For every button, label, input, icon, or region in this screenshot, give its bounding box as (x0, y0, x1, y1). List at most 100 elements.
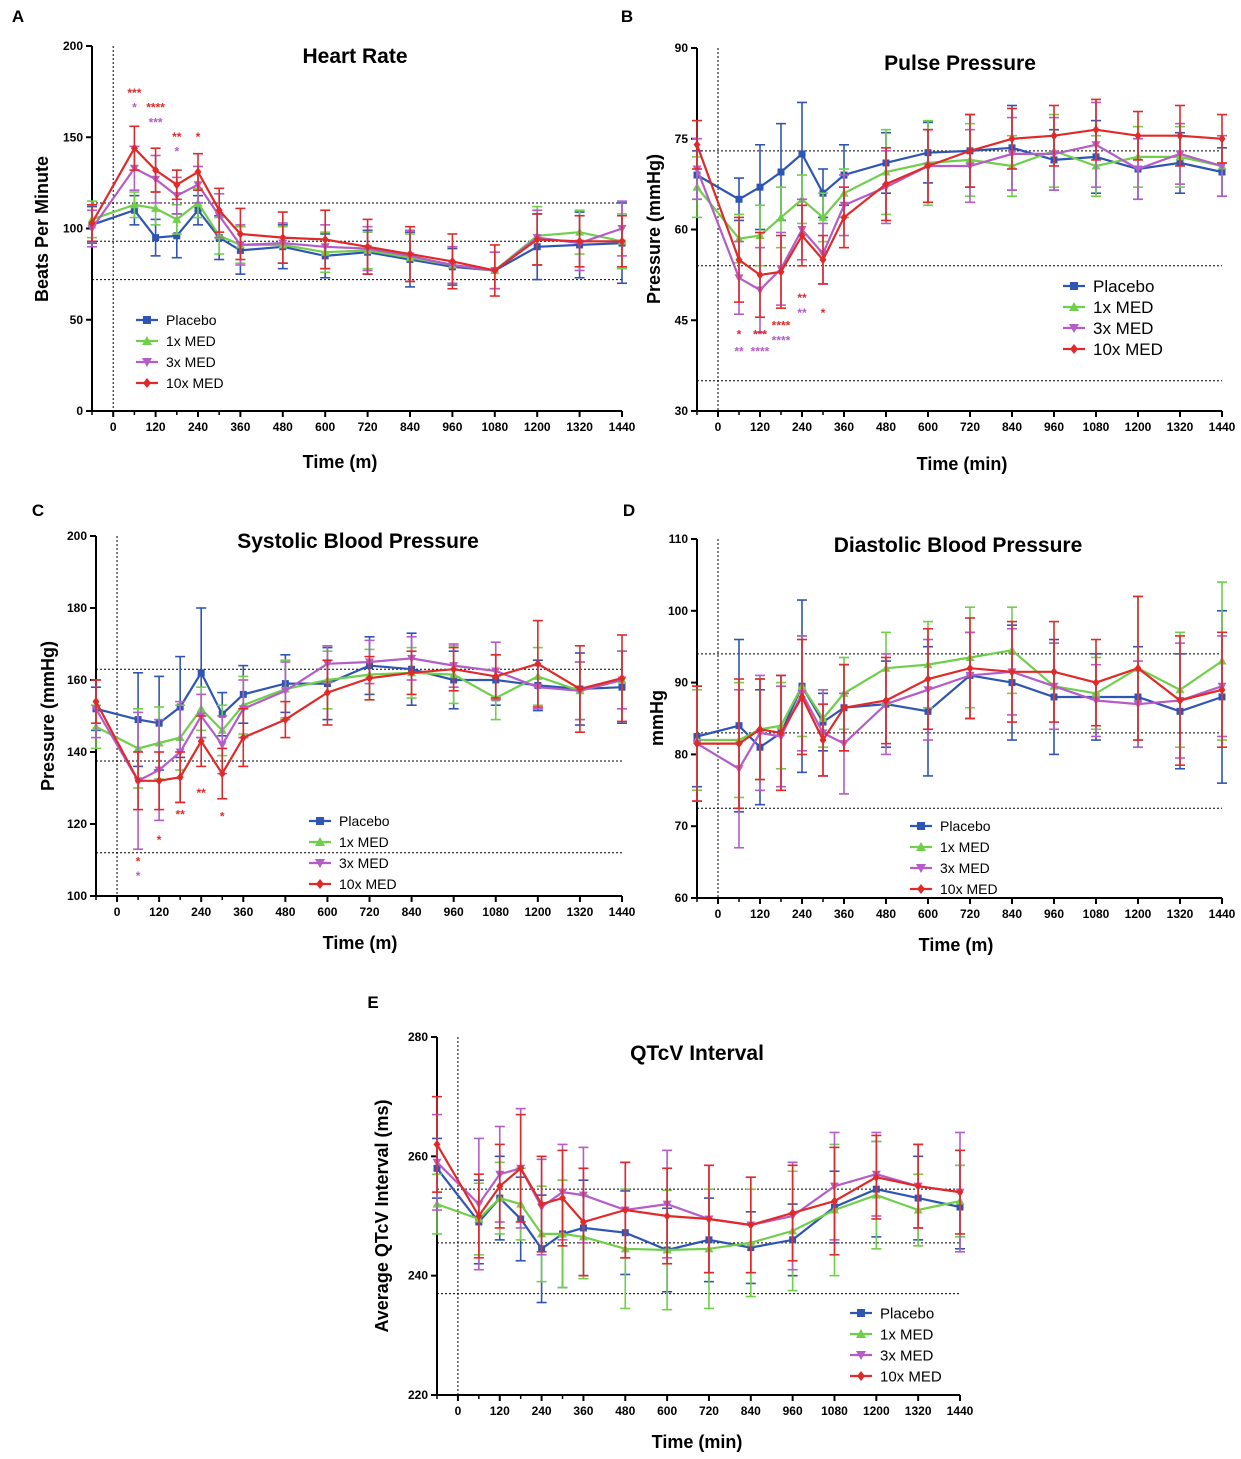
series-line (695, 128, 1223, 277)
significance-marker: ** (175, 808, 185, 822)
data-point (1176, 131, 1184, 141)
x-tick-label: 1440 (947, 1404, 974, 1418)
data-point (173, 180, 181, 190)
data-point (533, 234, 541, 244)
legend-entry: 3x MED (880, 1347, 934, 1364)
x-tick-label: 240 (532, 1404, 552, 1418)
y-tick-label: 45 (675, 313, 689, 327)
legend-entry: 1x MED (339, 834, 389, 850)
y-tick-label: 180 (67, 601, 87, 615)
chart-title: QTcV Interval (630, 1042, 764, 1065)
legend-marker (916, 842, 926, 851)
x-tick-label: 1080 (482, 905, 509, 919)
legend-marker (916, 864, 926, 873)
data-point (176, 772, 184, 782)
data-point (496, 1181, 504, 1191)
data-point (1133, 165, 1143, 174)
data-point (559, 1193, 567, 1203)
series-placebo (692, 599, 1227, 813)
data-point (756, 270, 764, 280)
data-point (872, 1172, 880, 1182)
legend-entry: Placebo (339, 813, 390, 829)
x-tick-label: 840 (400, 420, 420, 434)
x-tick-label: 1320 (1167, 420, 1194, 434)
data-point (1218, 134, 1226, 144)
y-tick-label: 70 (675, 819, 689, 833)
x-tick-label: 360 (230, 420, 250, 434)
data-point (777, 168, 785, 176)
data-point (756, 724, 764, 734)
x-tick-label: 480 (876, 420, 896, 434)
x-tick-label: 960 (442, 420, 462, 434)
data-point (693, 140, 701, 150)
legend-entry: 3x MED (166, 354, 216, 370)
legend-entry: Placebo (880, 1305, 934, 1322)
x-tick-label: 720 (358, 420, 378, 434)
significance-marker: * (821, 306, 826, 320)
x-axis-label: Time (m) (919, 935, 994, 955)
significance-marker: * (737, 327, 742, 341)
significance-marker: * (220, 809, 225, 823)
data-point (1217, 162, 1227, 171)
panel-diastolic-blood-pressure: D Diastolic Blood Pressure Time (m) mmHg 60 7… (623, 501, 1236, 955)
y-tick-label: 200 (63, 39, 83, 53)
x-tick-label: 1320 (905, 1404, 932, 1418)
data-point (538, 1199, 546, 1209)
legend-entry: 10x MED (166, 375, 224, 391)
x-tick-label: 1200 (1125, 420, 1152, 434)
x-tick-label: 0 (715, 907, 722, 921)
chart-title: Pulse Pressure (884, 52, 1036, 75)
x-tick-label: 240 (792, 420, 812, 434)
x-tick-label: 1200 (1125, 907, 1152, 921)
data-point (756, 183, 764, 191)
series-line (696, 146, 1223, 201)
data-point (576, 684, 584, 694)
data-point (1008, 667, 1016, 677)
x-tick-label: 480 (615, 1404, 635, 1418)
data-point (323, 688, 331, 698)
x-tick-label: 600 (657, 1404, 677, 1418)
data-point (819, 735, 827, 745)
x-tick-label: 1080 (481, 420, 508, 434)
y-tick-label: 0 (76, 404, 83, 418)
x-tick-label: 1440 (609, 905, 636, 919)
data-point (152, 234, 160, 242)
series-med1x (692, 581, 1227, 799)
data-point (966, 663, 974, 673)
series-line (696, 149, 1223, 240)
x-tick-label: 360 (834, 420, 854, 434)
legend-marker (1070, 344, 1078, 354)
data-point (1092, 678, 1100, 688)
significance-marker: *** (149, 115, 163, 129)
data-point (789, 1208, 797, 1218)
data-point (279, 233, 287, 243)
y-tick-label: 260 (408, 1149, 428, 1163)
data-point (88, 218, 96, 228)
x-tick-label: 720 (960, 907, 980, 921)
panel-label: E (367, 993, 378, 1012)
x-tick-label: 0 (455, 1404, 462, 1418)
data-point (172, 214, 182, 223)
data-point (281, 715, 289, 725)
x-axis-label: Time (m) (303, 452, 378, 472)
x-tick-label: 0 (715, 420, 722, 434)
data-point (776, 212, 786, 221)
series-med10x (432, 1095, 965, 1277)
data-point (1176, 696, 1184, 706)
x-tick-label: 1200 (863, 1404, 890, 1418)
x-tick-label: 600 (918, 420, 938, 434)
legend-entry: 10x MED (339, 876, 397, 892)
data-point (798, 231, 806, 241)
x-tick-label: 360 (573, 1404, 593, 1418)
x-tick-label: 600 (918, 907, 938, 921)
data-point (517, 1163, 525, 1173)
data-point (364, 242, 372, 252)
series-line (95, 657, 623, 783)
panel-qtcv-interval: E QTcV Interval Time (min) Average QTcV Int… (367, 993, 973, 1452)
legend-entry: 1x MED (880, 1326, 934, 1343)
y-tick-label: 280 (408, 1030, 428, 1044)
significance-marker: **** (772, 333, 791, 347)
x-tick-label: 600 (317, 905, 337, 919)
x-tick-label: 840 (1002, 420, 1022, 434)
legend-marker (316, 879, 324, 889)
